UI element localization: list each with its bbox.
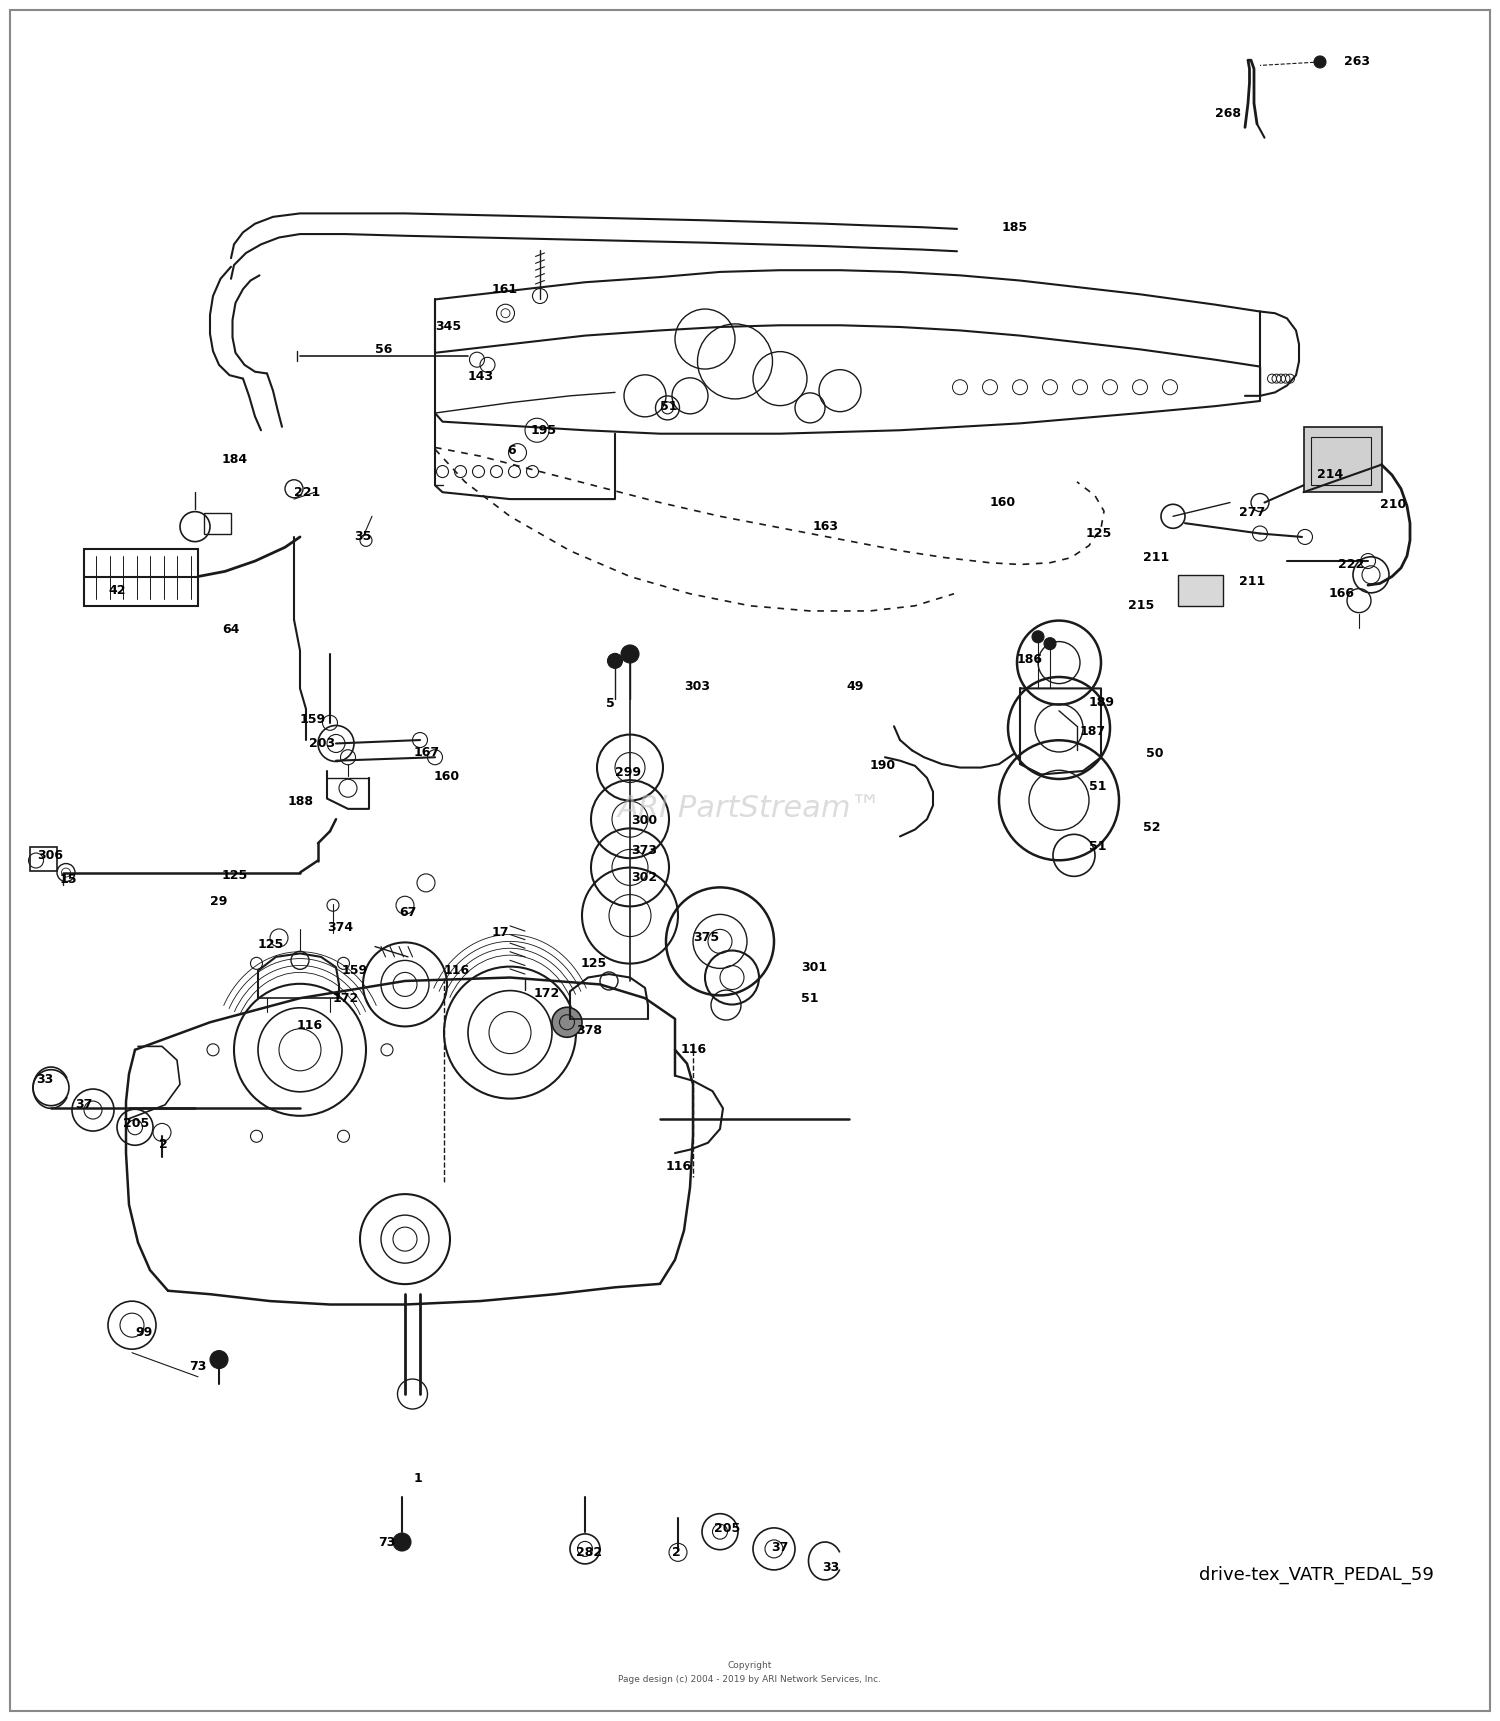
Text: 29: 29 [210, 895, 228, 909]
Text: 189: 189 [1089, 695, 1114, 709]
Text: 203: 203 [309, 737, 334, 750]
Text: 185: 185 [1002, 220, 1028, 234]
Text: 306: 306 [38, 848, 63, 862]
Text: 188: 188 [288, 795, 314, 809]
Text: 37: 37 [771, 1540, 789, 1554]
Text: 172: 172 [333, 991, 360, 1005]
Text: 116: 116 [666, 1160, 692, 1174]
Text: 56: 56 [375, 342, 393, 356]
Text: 299: 299 [615, 766, 640, 780]
Text: 159: 159 [342, 964, 368, 978]
Text: Page design (c) 2004 - 2019 by ARI Network Services, Inc.: Page design (c) 2004 - 2019 by ARI Netwo… [618, 1675, 882, 1685]
Text: 15: 15 [60, 873, 78, 886]
Text: 160: 160 [433, 769, 459, 783]
Text: 160: 160 [990, 496, 1016, 509]
Text: 125: 125 [222, 869, 249, 883]
Text: 268: 268 [1215, 107, 1240, 120]
Text: 159: 159 [300, 712, 326, 726]
Text: 37: 37 [75, 1098, 93, 1112]
Text: ARI PartStream™: ARI PartStream™ [618, 795, 882, 823]
Text: 125: 125 [1086, 527, 1112, 540]
Text: 184: 184 [222, 453, 248, 466]
Text: 67: 67 [399, 905, 417, 919]
Circle shape [1314, 57, 1326, 67]
Text: 215: 215 [1128, 599, 1155, 613]
Bar [204, 513, 231, 534]
Text: 33: 33 [36, 1072, 54, 1086]
Circle shape [608, 654, 622, 668]
Text: 51: 51 [1089, 780, 1107, 793]
Text: 302: 302 [632, 871, 657, 885]
Text: 116: 116 [681, 1043, 706, 1057]
Text: 125: 125 [580, 957, 606, 971]
Text: 190: 190 [870, 759, 895, 773]
Text: 161: 161 [492, 282, 517, 296]
Text: 195: 195 [531, 423, 556, 437]
Text: 345: 345 [435, 320, 460, 334]
Text: 49: 49 [846, 680, 864, 694]
Text: 301: 301 [801, 960, 826, 974]
Text: 211: 211 [1239, 575, 1264, 589]
Text: 187: 187 [1080, 725, 1106, 738]
Bar [1178, 575, 1222, 606]
Text: 125: 125 [258, 938, 285, 952]
Text: 51: 51 [1089, 840, 1107, 854]
Text: 166: 166 [1329, 587, 1354, 601]
Text: 221: 221 [294, 485, 321, 499]
Text: 205: 205 [714, 1521, 741, 1535]
Bar [30, 847, 57, 871]
Circle shape [393, 1533, 411, 1551]
Text: 373: 373 [632, 843, 657, 857]
Text: 42: 42 [108, 583, 126, 597]
Text: Copyright: Copyright [728, 1661, 772, 1671]
Text: 1: 1 [414, 1471, 423, 1485]
Circle shape [552, 1007, 582, 1038]
Circle shape [1044, 638, 1056, 649]
Circle shape [1032, 632, 1044, 642]
Text: 51: 51 [660, 399, 678, 413]
Text: 186: 186 [1017, 652, 1042, 666]
Text: 163: 163 [813, 520, 838, 534]
Text: 2: 2 [672, 1545, 681, 1559]
Text: 300: 300 [632, 814, 657, 828]
Circle shape [210, 1351, 228, 1368]
Text: 375: 375 [693, 931, 718, 945]
Text: 5: 5 [606, 697, 615, 711]
Text: 374: 374 [327, 921, 352, 935]
Text: 116: 116 [297, 1019, 322, 1033]
Text: 116: 116 [444, 964, 470, 978]
Text: 52: 52 [1143, 821, 1161, 835]
Text: 51: 51 [801, 991, 819, 1005]
Text: 172: 172 [534, 986, 561, 1000]
Bar [1311, 437, 1371, 485]
Text: 73: 73 [189, 1360, 207, 1373]
Text: 205: 205 [123, 1117, 148, 1131]
Text: 210: 210 [1380, 497, 1407, 511]
Text: drive-tex_VATR_PEDAL_59: drive-tex_VATR_PEDAL_59 [1198, 1566, 1434, 1583]
Text: 35: 35 [354, 530, 372, 544]
Text: 263: 263 [1344, 55, 1370, 69]
Text: 214: 214 [1317, 468, 1344, 482]
Text: 303: 303 [684, 680, 709, 694]
Text: 99: 99 [135, 1325, 153, 1339]
Text: 277: 277 [1239, 506, 1264, 520]
Text: 143: 143 [468, 370, 494, 384]
Text: 222: 222 [1338, 558, 1365, 571]
Text: 50: 50 [1146, 747, 1164, 761]
Text: 73: 73 [378, 1535, 396, 1549]
Circle shape [621, 645, 639, 663]
Bar [1304, 427, 1382, 492]
Text: 282: 282 [576, 1545, 602, 1559]
Text: 33: 33 [822, 1561, 840, 1575]
Text: 167: 167 [414, 745, 440, 759]
Text: 211: 211 [1143, 551, 1170, 564]
Bar [84, 549, 198, 606]
Text: 17: 17 [492, 926, 510, 940]
Text: 64: 64 [222, 623, 240, 637]
Text: 6: 6 [507, 444, 516, 458]
Text: 2: 2 [159, 1138, 168, 1151]
Text: 378: 378 [576, 1024, 602, 1038]
